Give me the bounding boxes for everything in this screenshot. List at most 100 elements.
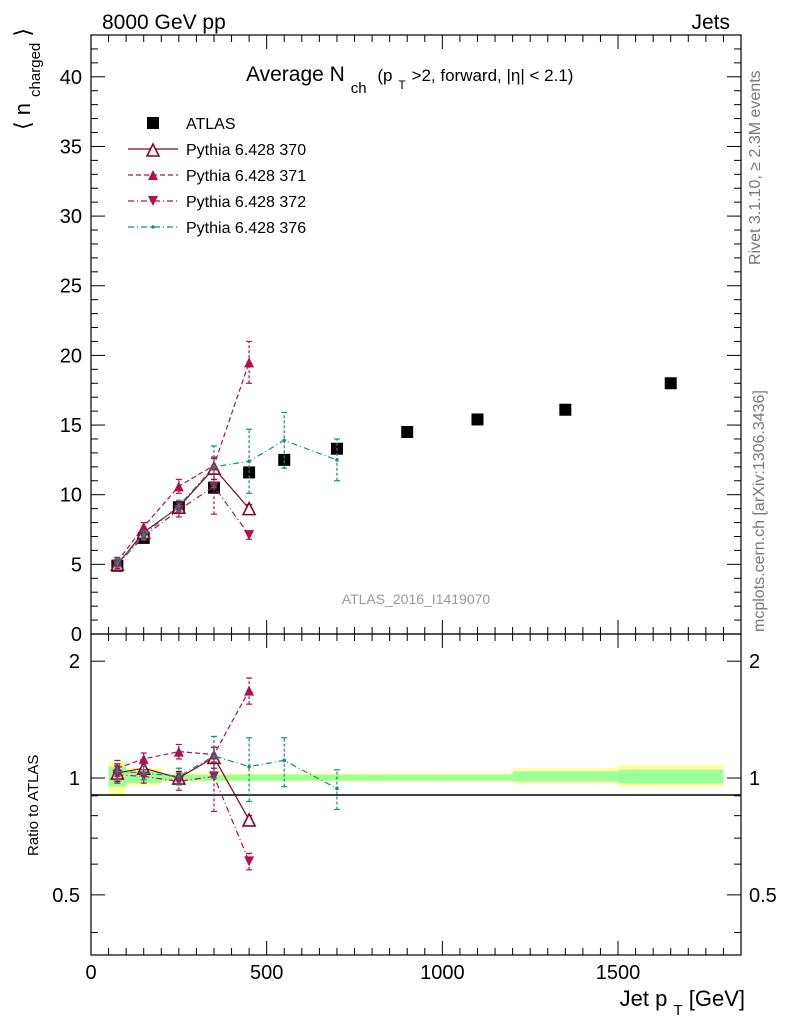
main-title-paren-1: (p — [377, 66, 392, 85]
legend-marker-p376 — [151, 225, 155, 229]
main-panel: 0 5 10 15 20 25 30 35 40 Average N ch (p T >2, f… — [10, 28, 742, 646]
ratio-ytick-label-left: 1 — [69, 768, 80, 790]
main-ytick-label: 25 — [60, 276, 82, 298]
main-ytick-label: 15 — [60, 415, 82, 437]
main-axis-ticks: 0 5 10 15 20 25 30 35 40 — [60, 35, 741, 646]
legend-label-atlas: ATLAS — [186, 116, 236, 133]
main-y-label-sub: charged — [27, 43, 44, 97]
marker-main-p376-2 — [177, 504, 181, 508]
marker-main-atlas-8 — [471, 413, 484, 426]
main-line-p376 — [116, 439, 338, 564]
main-ytick-label: 30 — [60, 206, 82, 228]
x-tick-label: 0 — [85, 962, 96, 984]
ratio-ytick-label-left: 2 — [69, 651, 80, 673]
legend-marker-p372 — [148, 196, 158, 206]
main-title-sub: ch — [351, 80, 367, 97]
ratio-series-p370 — [110, 746, 257, 827]
ratio-ytick-label-right: 1 — [749, 768, 760, 790]
ratio-ytick-label-right: 2 — [749, 651, 760, 673]
ratio-series — [110, 677, 340, 871]
ratio-line-p370 — [117, 756, 250, 821]
main-title-paren-2: >2, forward, |η| < 2.1) — [412, 66, 574, 85]
band-green-8 — [442, 774, 513, 781]
header-right-label: Jets — [691, 11, 730, 34]
band-green-9 — [512, 771, 619, 782]
marker-main-p376-5 — [282, 438, 287, 443]
main-series-p371 — [112, 340, 255, 567]
marker-ratio-p376-6 — [335, 786, 339, 791]
main-line-p371 — [116, 362, 250, 562]
marker-main-p370-4 — [241, 500, 257, 516]
main-ytick-label: 40 — [60, 67, 82, 89]
legend: ATLAS Pythia 6.428 370 Pythia 6.428 371 … — [128, 116, 306, 237]
main-y-label-right: ⟩ — [10, 28, 35, 37]
band-green-10 — [618, 769, 724, 784]
ratio-frame — [90, 633, 742, 956]
marker-ratio-p376-0 — [115, 769, 120, 774]
ratio-y-label: Ratio to ATLAS — [25, 755, 42, 856]
legend-label-p372: Pythia 6.428 372 — [186, 194, 306, 211]
marker-main-p376-6 — [335, 458, 339, 462]
main-ytick-label: 10 — [60, 485, 82, 507]
marker-main-atlas-9 — [559, 403, 572, 416]
ratio-panel: 0.5 0.5 1 1 2 2 0 500 1000 1500 Ratio to ATLAS Je… — [25, 633, 777, 1020]
marker-main-p371-1 — [138, 521, 149, 532]
main-line-p370 — [116, 467, 250, 565]
x-axis-label: Jet p T [GeV] — [620, 986, 745, 1020]
x-axis-label-main: Jet p — [620, 986, 668, 1011]
main-y-label: ⟨ n charged ⟩ — [10, 28, 45, 130]
rivet-side-label: Rivet 3.1.10, ≥ 2.3M events — [747, 70, 764, 265]
analysis-watermark: ATLAS_2016_I1419070 — [342, 591, 491, 607]
marker-main-atlas-5 — [278, 453, 291, 466]
x-tick-label: 500 — [250, 962, 283, 984]
ratio-axis-ticks: 0.5 0.5 1 1 2 2 0 500 1000 1500 — [52, 634, 777, 984]
marker-ratio-p372-4 — [244, 856, 255, 867]
marker-ratio-p376-4 — [247, 764, 251, 769]
ratio-series-p372 — [112, 746, 255, 871]
main-series-atlas — [111, 377, 677, 572]
marker-main-p376-1 — [141, 533, 146, 537]
main-title-paren-sub: T — [398, 78, 406, 92]
x-tick-label: 1500 — [596, 962, 641, 984]
marker-main-p372-4 — [244, 530, 255, 541]
marker-main-p376-0 — [115, 561, 120, 565]
ratio-series-p376 — [114, 735, 340, 811]
legend-label-p371: Pythia 6.428 371 — [186, 168, 306, 185]
main-series-p376 — [114, 411, 340, 568]
band-green-7 — [372, 774, 443, 781]
marker-main-atlas-10 — [664, 377, 677, 390]
main-series — [110, 340, 677, 572]
legend-label-p370: Pythia 6.428 370 — [186, 142, 306, 159]
main-ytick-label: 20 — [60, 345, 82, 367]
marker-main-atlas-7 — [401, 426, 414, 439]
legend-label-p376: Pythia 6.428 376 — [186, 220, 306, 237]
marker-ratio-p371-1 — [138, 753, 149, 764]
main-ytick-label: 35 — [60, 136, 82, 158]
ratio-line-p372 — [117, 774, 250, 862]
marker-ratio-p376-1 — [141, 771, 146, 775]
x-axis-label-unit: [GeV] — [689, 986, 745, 1011]
main-ytick-label: 0 — [71, 624, 82, 646]
marker-ratio-p372-2 — [173, 776, 184, 787]
main-line-p372 — [116, 485, 250, 565]
main-title: Average N ch (p T >2, forward, |η| < 2.1… — [246, 63, 573, 98]
marker-main-p371-2 — [173, 481, 184, 492]
marker-ratio-p376-3 — [212, 754, 216, 758]
marker-ratio-p371-2 — [173, 746, 184, 757]
legend-marker-p371 — [148, 170, 158, 180]
marker-ratio-p376-5 — [282, 758, 287, 763]
legend-marker-atlas — [147, 117, 159, 129]
marker-ratio-p372-1 — [138, 771, 149, 782]
marker-ratio-p370-4 — [241, 812, 257, 827]
main-y-label-left: ⟨ n — [10, 103, 35, 130]
x-axis-label-sub: T — [673, 1002, 682, 1019]
band-green-5 — [266, 774, 302, 781]
header-left-label: 8000 GeV pp — [102, 11, 226, 34]
mcplots-side-label: mcplots.cern.ch [arXiv:1306.3436] — [751, 390, 768, 632]
marker-main-p376-3 — [212, 465, 216, 469]
band-green-4 — [231, 774, 267, 781]
marker-main-p371-4 — [244, 357, 255, 368]
ratio-ytick-label-left: 0.5 — [52, 885, 80, 907]
legend-marker-p370 — [145, 142, 161, 157]
